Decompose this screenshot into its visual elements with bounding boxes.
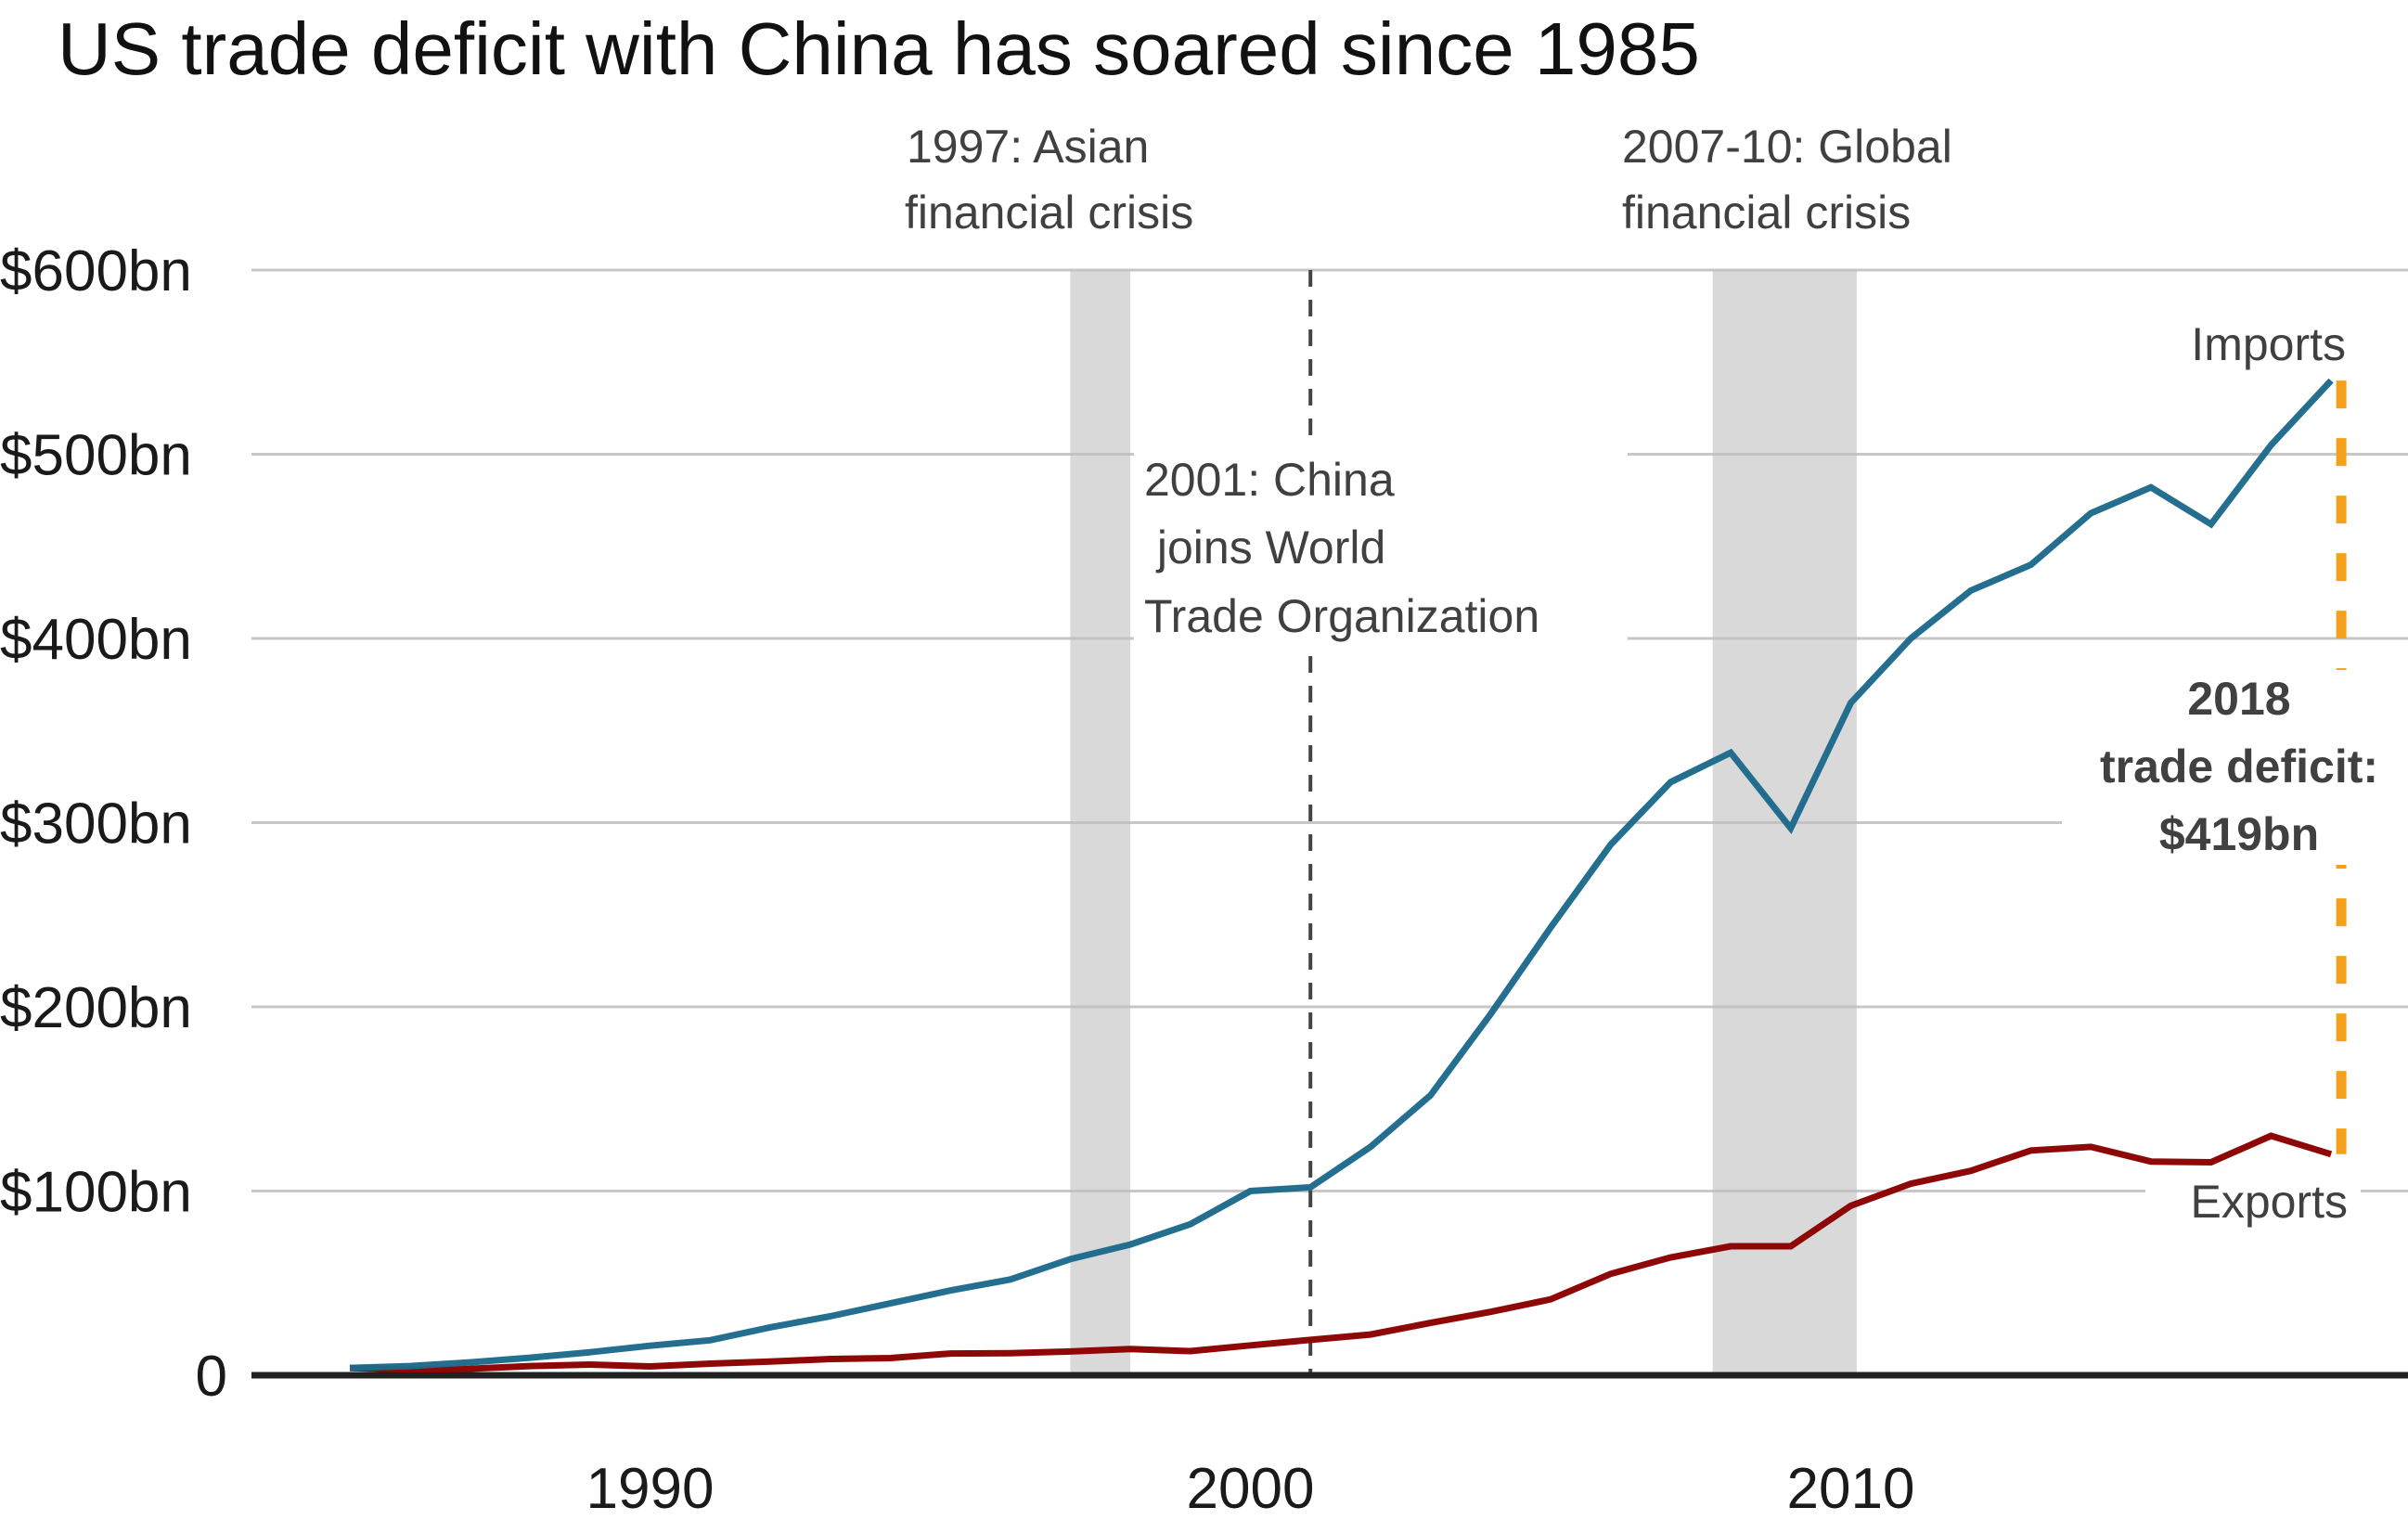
annotation-deficit-background xyxy=(2062,670,2408,865)
y-tick-label: $100bn xyxy=(0,1161,192,1225)
annotation-wto-line1: 2001: China xyxy=(1144,454,1395,506)
x-tick-label: 1990 xyxy=(586,1457,715,1520)
annotation-global-crisis-line2: financial crisis xyxy=(1622,187,1911,238)
y-tick-label: $400bn xyxy=(0,608,192,672)
gridlines xyxy=(251,268,2408,1192)
annotation-deficit-line3: $419bn xyxy=(2159,808,2319,860)
annotation-asian-crisis: 1997: Asian financial crisis xyxy=(905,121,1193,238)
annotation-global-crisis-line1: 2007-10: Global xyxy=(1622,121,1952,173)
y-tick-label: $600bn xyxy=(0,239,192,303)
annotation-deficit-line2: trade deficit: xyxy=(2100,741,2378,792)
imports-label: Imports xyxy=(2191,318,2346,370)
y-tick-label: $300bn xyxy=(0,792,192,857)
annotation-wto-line3: Trade Organization xyxy=(1144,590,1539,642)
annotation-asian-crisis-line2: financial crisis xyxy=(905,187,1193,238)
exports-label-group: Exports xyxy=(2145,1174,2361,1230)
series-line-exports xyxy=(349,1132,2333,1373)
annotation-global-crisis: 2007-10: Global financial crisis xyxy=(1622,121,1952,238)
annotation-wto-line2: joins World xyxy=(1144,522,1385,573)
annotation-asian-crisis-line1: 1997: Asian xyxy=(907,121,1149,173)
x-axis: 1990 2000 2010 xyxy=(586,1457,1915,1520)
annotation-deficit-line1: 2018 xyxy=(2187,673,2290,725)
annotation-deficit: 2018 trade deficit: $419bn xyxy=(2062,670,2408,865)
chart-title: US trade deficit with China has soared s… xyxy=(58,7,1700,90)
y-tick-label: 0 xyxy=(196,1345,227,1409)
series-lines xyxy=(251,378,2408,1379)
y-tick-label: $500bn xyxy=(0,424,192,488)
exports-label-background xyxy=(2145,1174,2361,1230)
y-tick-label: $200bn xyxy=(0,976,192,1040)
annotation-wto-background xyxy=(1134,436,1628,654)
exports-label: Exports xyxy=(2190,1176,2348,1228)
annotation-wto: 2001: China joins World Trade Organizati… xyxy=(1134,436,1628,654)
series-line-imports xyxy=(349,378,2334,1372)
x-tick-label: 2010 xyxy=(1787,1457,1915,1520)
y-axis: 0 $100bn $200bn $300bn $400bn $500bn $600bn xyxy=(0,239,227,1409)
x-tick-label: 2000 xyxy=(1187,1457,1315,1520)
